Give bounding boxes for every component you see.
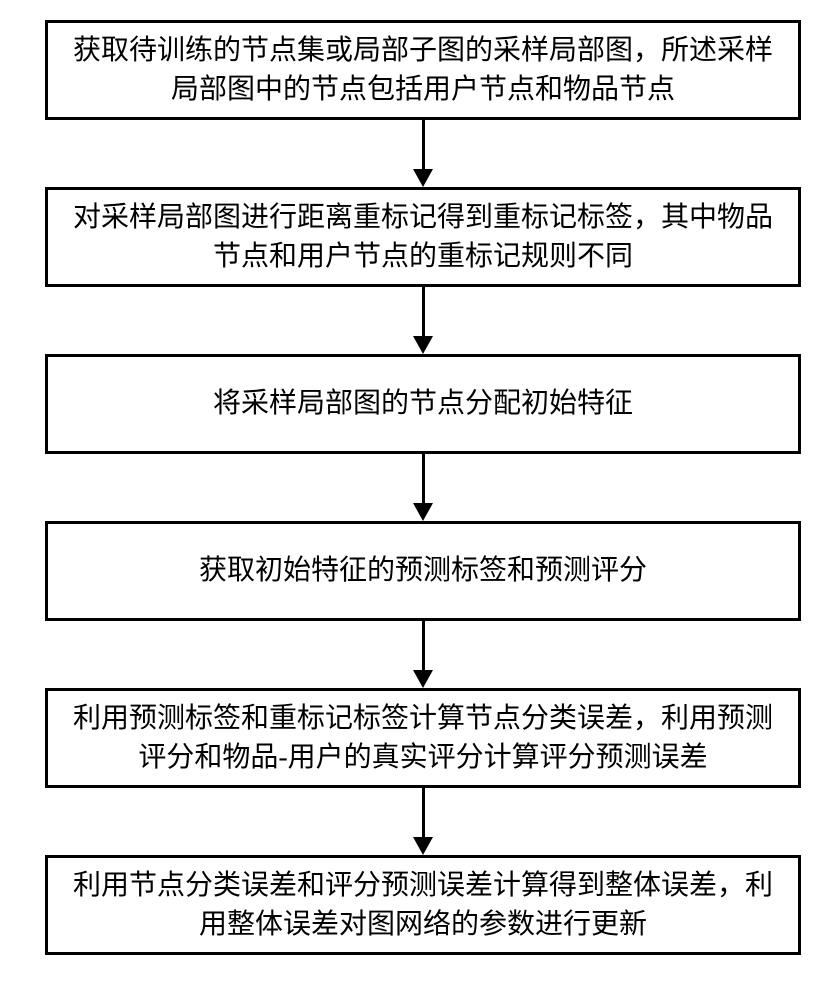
arrow-head-n1-n2 bbox=[413, 169, 433, 187]
arrow-n2-n3 bbox=[422, 287, 425, 338]
flow-node-n6: 利用节点分类误差和评分预测误差计算得到整体误差，利用整体误差对图网络的参数进行更… bbox=[45, 855, 801, 955]
arrow-n3-n4 bbox=[422, 454, 425, 505]
arrow-n4-n5 bbox=[422, 621, 425, 672]
arrow-head-n3-n4 bbox=[413, 503, 433, 521]
arrow-n5-n6 bbox=[422, 788, 425, 839]
arrow-head-n4-n5 bbox=[413, 670, 433, 688]
flow-node-n5: 利用预测标签和重标记标签计算节点分类误差，利用预测评分和物品-用户的真实评分计算… bbox=[45, 688, 801, 788]
flowchart-canvas: 获取待训练的节点集或局部子图的采样局部图，所述采样局部图中的节点包括用户节点和物… bbox=[0, 0, 840, 1000]
flow-node-n3: 将采样局部图的节点分配初始特征 bbox=[45, 354, 801, 454]
flow-node-n4: 获取初始特征的预测标签和预测评分 bbox=[45, 521, 801, 621]
arrow-n1-n2 bbox=[422, 120, 425, 171]
flow-node-n2: 对采样局部图进行距离重标记得到重标记标签，其中物品节点和用户节点的重标记规则不同 bbox=[45, 187, 801, 287]
arrow-head-n5-n6 bbox=[413, 837, 433, 855]
flow-node-n1: 获取待训练的节点集或局部子图的采样局部图，所述采样局部图中的节点包括用户节点和物… bbox=[45, 20, 801, 120]
arrow-head-n2-n3 bbox=[413, 336, 433, 354]
